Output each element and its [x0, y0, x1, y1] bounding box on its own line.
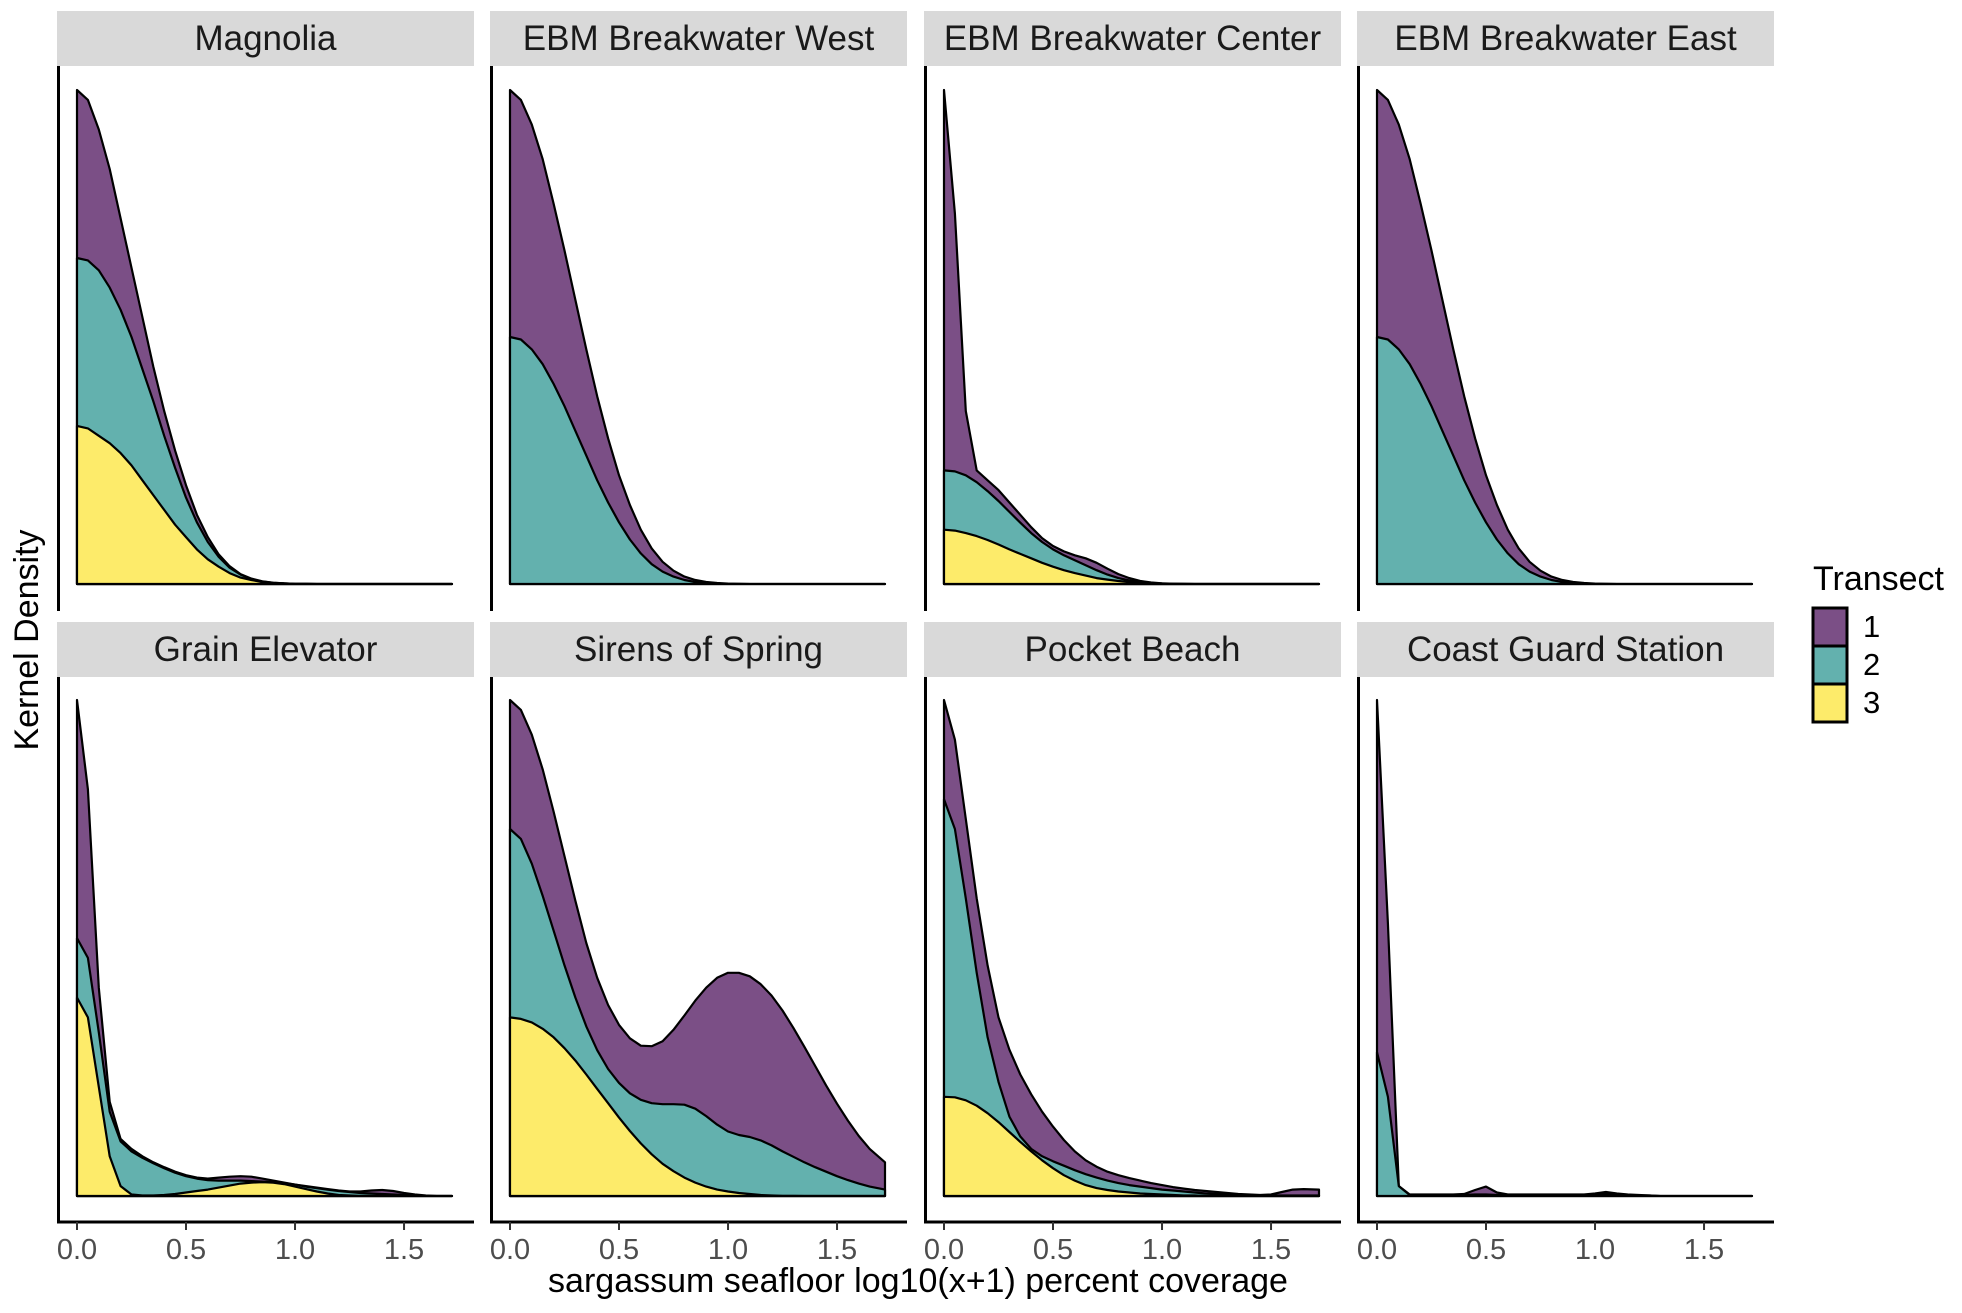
facet-title: Pocket Beach — [1025, 630, 1241, 669]
facet-strip — [1357, 622, 1774, 677]
facet-title: Coast Guard Station — [1407, 630, 1724, 669]
legend: Transect 123 — [1811, 560, 1945, 724]
facet-strip — [490, 622, 907, 677]
x-axis-title: sargassum seafloor log10(x+1) percent co… — [548, 1262, 1288, 1300]
x-tick-label: 0.5 — [599, 1234, 639, 1266]
facet-panels: Magnolia EBM Breakwater West EBM Breakwate… — [57, 11, 1774, 1266]
facet-title: EBM Breakwater West — [523, 19, 875, 58]
facet-panel: Grain Elevator 0.0 0.5 1.0 1.5 — [57, 622, 474, 1266]
legend-key-transect-2 — [1811, 644, 1849, 686]
density-area-transect-3 — [75, 996, 454, 1198]
x-tick-label: 1.5 — [817, 1234, 857, 1266]
facet-panel: Pocket Beach 0.0 0.5 1.0 1.5 — [924, 622, 1341, 1266]
density-area-transect-2 — [75, 937, 454, 1198]
x-tick-label: 0.0 — [1357, 1234, 1397, 1266]
density-area-transect-2 — [508, 335, 887, 586]
density-area-transect-3 — [508, 1016, 887, 1198]
x-tick-label: 0.0 — [57, 1234, 97, 1266]
legend-title: Transect — [1813, 560, 1945, 598]
x-tick-label: 0.0 — [490, 1234, 530, 1266]
legend-label: 1 — [1863, 609, 1880, 644]
x-tick-label: 1.0 — [708, 1234, 748, 1266]
density-area-transect-1 — [75, 698, 454, 1198]
legend-label: 2 — [1863, 647, 1880, 682]
density-area-transect-3 — [942, 528, 1321, 586]
facet-title: Magnolia — [194, 19, 337, 58]
facet-panel: EBM Breakwater Center — [924, 11, 1341, 611]
facet-panel: Magnolia — [57, 11, 474, 611]
x-tick-label: 0.5 — [1466, 1234, 1506, 1266]
facet-strip — [924, 11, 1341, 66]
facet-title: EBM Breakwater East — [1394, 19, 1737, 58]
facet-panel: Coast Guard Station 0.0 0.5 1.0 1.5 — [1357, 622, 1774, 1266]
x-tick-label: 0.0 — [924, 1234, 964, 1266]
density-area-transect-3 — [75, 424, 454, 586]
facet-strip — [924, 622, 1341, 677]
legend-label: 3 — [1863, 685, 1880, 720]
x-tick-label: 0.5 — [1033, 1234, 1073, 1266]
x-tick-label: 1.5 — [1684, 1234, 1724, 1266]
facet-title: Grain Elevator — [154, 630, 378, 669]
facet-strip — [1357, 11, 1774, 66]
facet-strip — [57, 622, 474, 677]
facet-title: Sirens of Spring — [574, 630, 823, 669]
facet-panel: EBM Breakwater East — [1357, 11, 1774, 611]
x-tick-label: 1.0 — [1142, 1234, 1182, 1266]
facet-strip — [57, 11, 474, 66]
y-axis-title: Kernel Density — [8, 529, 46, 750]
x-tick-label: 1.5 — [384, 1234, 424, 1266]
density-area-transect-2 — [1375, 335, 1754, 586]
density-area-transect-2 — [1375, 1051, 1754, 1198]
facet-panel: EBM Breakwater West — [490, 11, 907, 611]
x-tick-label: 1.5 — [1251, 1234, 1291, 1266]
facet-strip — [490, 11, 907, 66]
x-tick-label: 1.0 — [1575, 1234, 1615, 1266]
x-tick-label: 0.5 — [166, 1234, 206, 1266]
legend-key-transect-1 — [1811, 606, 1849, 648]
facet-title: EBM Breakwater Center — [944, 19, 1322, 58]
density-area-transect-3 — [942, 1095, 1321, 1198]
x-tick-label: 1.0 — [275, 1234, 315, 1266]
legend-key-transect-3 — [1811, 682, 1849, 724]
facet-panel: Sirens of Spring 0.0 0.5 1.0 1.5 — [490, 622, 907, 1266]
density-area-transect-1 — [1375, 698, 1754, 1198]
